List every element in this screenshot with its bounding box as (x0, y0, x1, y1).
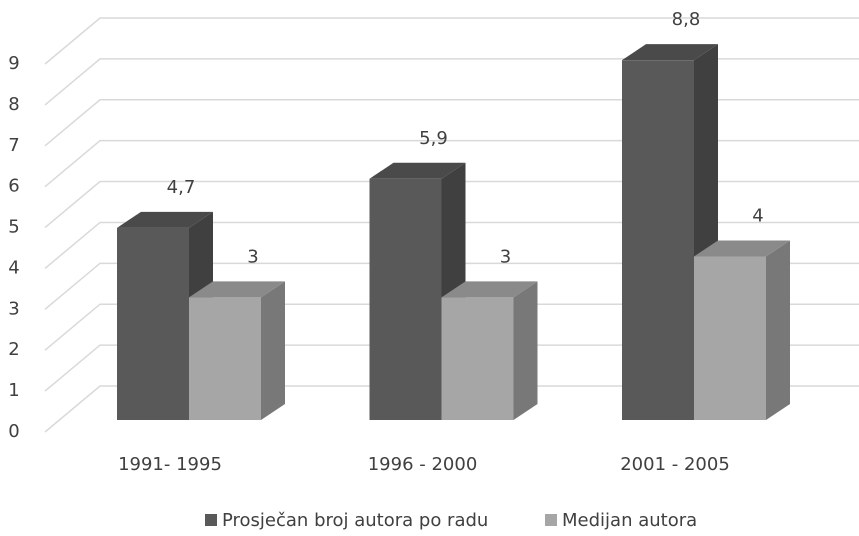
grid-line (44, 139, 859, 188)
grid-line (44, 303, 859, 351)
bar-side (766, 240, 790, 420)
x-tick-label: 1996 - 2000 (368, 454, 478, 475)
data-label: 3 (500, 246, 511, 267)
grid-line (44, 99, 859, 147)
bar-top (694, 240, 790, 257)
y-tick-label: 4 (8, 257, 19, 278)
bar-top (622, 44, 718, 61)
data-label: 8,8 (672, 9, 701, 30)
grid-line (44, 262, 859, 310)
legend-swatch (545, 514, 557, 526)
grid-line (44, 17, 859, 65)
bar-side (513, 281, 538, 420)
data-label: 3 (247, 246, 258, 267)
y-tick-label: 2 (8, 339, 19, 360)
legend-label: Prosječan broj autora po radu (222, 510, 488, 531)
data-label: 4,7 (167, 177, 196, 198)
grid-line (44, 180, 859, 229)
y-tick-label: 6 (8, 176, 19, 197)
grid-line (44, 385, 859, 433)
bar-top (189, 281, 285, 298)
grid-line (44, 221, 859, 270)
legend-swatch (205, 514, 217, 526)
y-tick-label: 8 (8, 94, 19, 115)
bar (694, 256, 766, 420)
data-label: 4 (752, 205, 763, 226)
grid-line (44, 344, 859, 392)
y-tick-label: 3 (8, 298, 19, 319)
data-label: 5,9 (419, 128, 448, 149)
bar-top (117, 211, 213, 228)
y-tick-label: 5 (8, 217, 19, 238)
bar (117, 227, 189, 420)
bar (189, 297, 261, 420)
y-tick-label: 0 (8, 421, 19, 442)
y-tick-label: 7 (8, 135, 19, 156)
legend-label: Medijan autora (562, 510, 697, 531)
bar (622, 60, 694, 421)
bar (441, 297, 514, 420)
bar (369, 178, 442, 420)
x-tick-label: 1991- 1995 (118, 454, 222, 475)
y-tick-label: 9 (8, 53, 19, 74)
y-tick-label: 1 (8, 380, 19, 401)
bar-side (261, 281, 285, 420)
grid-line (44, 58, 859, 106)
bar-top (369, 162, 466, 179)
bar-top (441, 281, 538, 298)
x-tick-label: 2001 - 2005 (620, 454, 730, 475)
